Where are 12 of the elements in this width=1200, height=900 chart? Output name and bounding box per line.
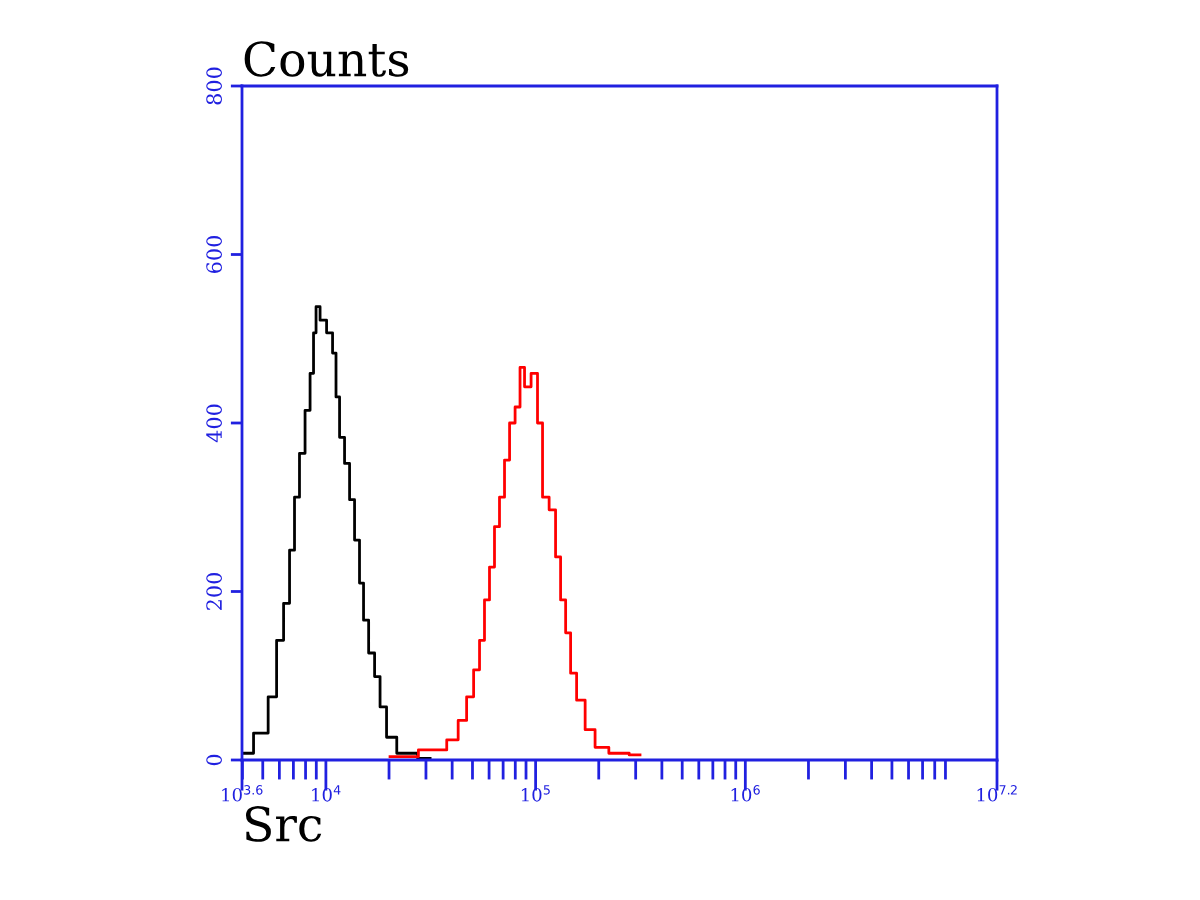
y-tick-label: 800 — [206, 67, 222, 105]
x-tick-label: 10$^{4}$ — [312, 785, 341, 802]
y-tick-label: 400 — [206, 404, 222, 443]
y-tick-label: 0 — [206, 754, 222, 766]
x-tick-label: 10$^{6}$ — [731, 785, 760, 802]
y-tick-label: 600 — [206, 236, 222, 273]
chart-title: Counts — [244, 41, 409, 77]
x-tick-label: 10$^{5}$ — [521, 785, 550, 802]
y-tick-label: 200 — [206, 573, 222, 610]
x-tick-label: 10$^{7.2}$ — [977, 785, 1017, 802]
x-tick-label: 10$^{3.6}$ — [222, 785, 263, 802]
x-axis-title: Src — [245, 806, 322, 842]
